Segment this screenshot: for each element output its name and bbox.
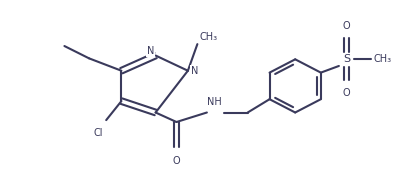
Text: O: O (343, 88, 350, 98)
Text: O: O (173, 156, 180, 166)
Text: N: N (147, 46, 155, 56)
Text: Cl: Cl (94, 128, 103, 138)
Text: N: N (191, 66, 198, 76)
Text: CH₃: CH₃ (199, 31, 218, 41)
Text: NH: NH (207, 97, 222, 107)
Text: O: O (343, 21, 350, 31)
Text: S: S (343, 54, 350, 64)
Text: CH₃: CH₃ (373, 54, 391, 64)
